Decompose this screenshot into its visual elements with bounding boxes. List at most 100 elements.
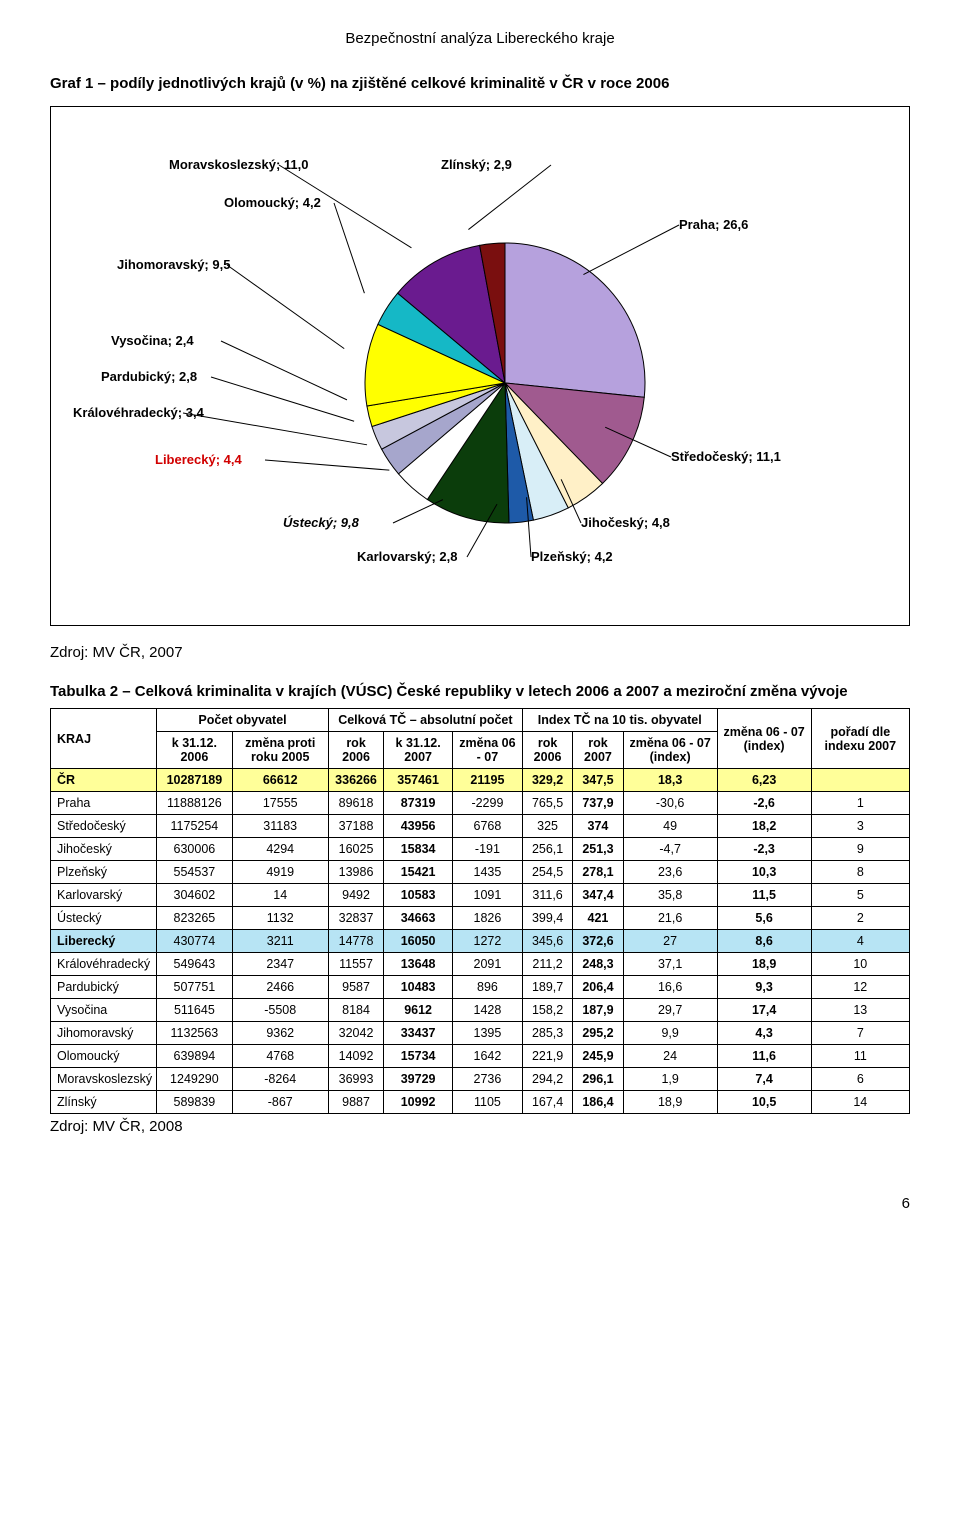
cell: 16,6 (623, 976, 717, 999)
cell: 1435 (452, 861, 522, 884)
cell: 248,3 (573, 953, 623, 976)
pie-label-olomoucký: Olomoucký; 4,2 (224, 195, 321, 210)
cell: 43956 (384, 815, 453, 838)
cell: 167,4 (522, 1091, 572, 1114)
pie-chart-box: Praha; 26,6Středočeský; 11,1Jihočeský; 4… (50, 106, 910, 626)
table-row: Karlovarský304602149492105831091311,6347… (51, 884, 910, 907)
cell: -4,7 (623, 838, 717, 861)
cell: 294,2 (522, 1068, 572, 1091)
cell-kraj: Jihočeský (51, 838, 157, 861)
cell: 34663 (384, 907, 453, 930)
cell: 17555 (232, 792, 328, 815)
leader-praha (583, 225, 679, 275)
cell: 32042 (328, 1022, 383, 1045)
cell: 295,2 (573, 1022, 623, 1045)
doc-header: Bezpečnostní analýza Libereckého kraje (50, 30, 910, 47)
cell: 399,4 (522, 907, 572, 930)
cell: 430774 (157, 930, 232, 953)
table-row: Pardubický5077512466958710483896189,7206… (51, 976, 910, 999)
cell: 285,3 (522, 1022, 572, 1045)
cell: 3 (811, 815, 909, 838)
cell: 189,7 (522, 976, 572, 999)
cell: 2736 (452, 1068, 522, 1091)
table-row: ČR102871896661233626635746121195329,2347… (51, 769, 910, 792)
leader-ústecký (393, 500, 443, 523)
leader-pardubický (211, 377, 354, 421)
cell: 32837 (328, 907, 383, 930)
cell: 11888126 (157, 792, 232, 815)
cell: 325 (522, 815, 572, 838)
cell: 5 (811, 884, 909, 907)
pie-label-karlovarský: Karlovarský; 2,8 (357, 549, 457, 564)
leader-jihomoravský (227, 265, 344, 349)
cell: 21,6 (623, 907, 717, 930)
th-rok2006: rok 2006 (328, 732, 383, 769)
cell: 1,9 (623, 1068, 717, 1091)
cell: 345,6 (522, 930, 572, 953)
cell: 12 (811, 976, 909, 999)
cell: 66612 (232, 769, 328, 792)
th-zmena: změna 06 - 07 (index) (717, 709, 811, 769)
pie-label-královéhradecký: Královéhradecký; 3,4 (73, 405, 204, 420)
cell: 8184 (328, 999, 383, 1022)
cell: 639894 (157, 1045, 232, 1068)
cell: 1175254 (157, 815, 232, 838)
pie-label-jihočeský: Jihočeský; 4,8 (581, 515, 670, 530)
table-row: Ústecký823265113232837346631826399,44212… (51, 907, 910, 930)
pie-label-moravskoslezský: Moravskoslezský; 11,0 (169, 157, 308, 172)
cell: 1105 (452, 1091, 522, 1114)
table-row: Praha11888126175558961887319-2299765,573… (51, 792, 910, 815)
cell: 36993 (328, 1068, 383, 1091)
cell: 4 (811, 930, 909, 953)
table-row: Moravskoslezský1249290-82643699339729273… (51, 1068, 910, 1091)
cell: 17,4 (717, 999, 811, 1022)
th-zmena-2005: změna proti roku 2005 (232, 732, 328, 769)
cell: 10583 (384, 884, 453, 907)
cell: 3211 (232, 930, 328, 953)
cell: 823265 (157, 907, 232, 930)
cell-kraj: Vysočina (51, 999, 157, 1022)
table-row: Královéhradecký5496432347115571364820912… (51, 953, 910, 976)
cell: 347,5 (573, 769, 623, 792)
cell: 187,9 (573, 999, 623, 1022)
table-row: Liberecký430774321114778160501272345,637… (51, 930, 910, 953)
cell-kraj: Zlínský (51, 1091, 157, 1114)
th-kraj: KRAJ (51, 709, 157, 769)
cell: 347,4 (573, 884, 623, 907)
cell: 37,1 (623, 953, 717, 976)
cell: 1642 (452, 1045, 522, 1068)
cell: 9,3 (717, 976, 811, 999)
cell: 7 (811, 1022, 909, 1045)
cell-kraj: Královéhradecký (51, 953, 157, 976)
cell: 13 (811, 999, 909, 1022)
cell: 589839 (157, 1091, 232, 1114)
cell-kraj: Karlovarský (51, 884, 157, 907)
cell: 737,9 (573, 792, 623, 815)
th-k3112-2007: k 31.12. 2007 (384, 732, 453, 769)
cell: 31183 (232, 815, 328, 838)
cell: 18,2 (717, 815, 811, 838)
pie-label-vysočina: Vysočina; 2,4 (111, 333, 194, 348)
cell: 6 (811, 1068, 909, 1091)
cell: 421 (573, 907, 623, 930)
cell: 11 (811, 1045, 909, 1068)
cell: 18,9 (623, 1091, 717, 1114)
table-row: Zlínský589839-8679887109921105167,4186,4… (51, 1091, 910, 1114)
th-poradi: pořadí dle indexu 2007 (811, 709, 909, 769)
cell: 336266 (328, 769, 383, 792)
cell: 5,6 (717, 907, 811, 930)
cell: 357461 (384, 769, 453, 792)
cell: 14 (232, 884, 328, 907)
cell: 6768 (452, 815, 522, 838)
table-row: Středočeský11752543118337188439566768325… (51, 815, 910, 838)
pie-label-ústecký: Ústecký; 9,8 (283, 515, 359, 530)
cell: 39729 (384, 1068, 453, 1091)
cell (811, 769, 909, 792)
cell: 89618 (328, 792, 383, 815)
page-number: 6 (50, 1195, 910, 1212)
leader-vysočina (221, 341, 347, 400)
cell: 49 (623, 815, 717, 838)
cell: 33437 (384, 1022, 453, 1045)
cell: 11,5 (717, 884, 811, 907)
cell: 4919 (232, 861, 328, 884)
